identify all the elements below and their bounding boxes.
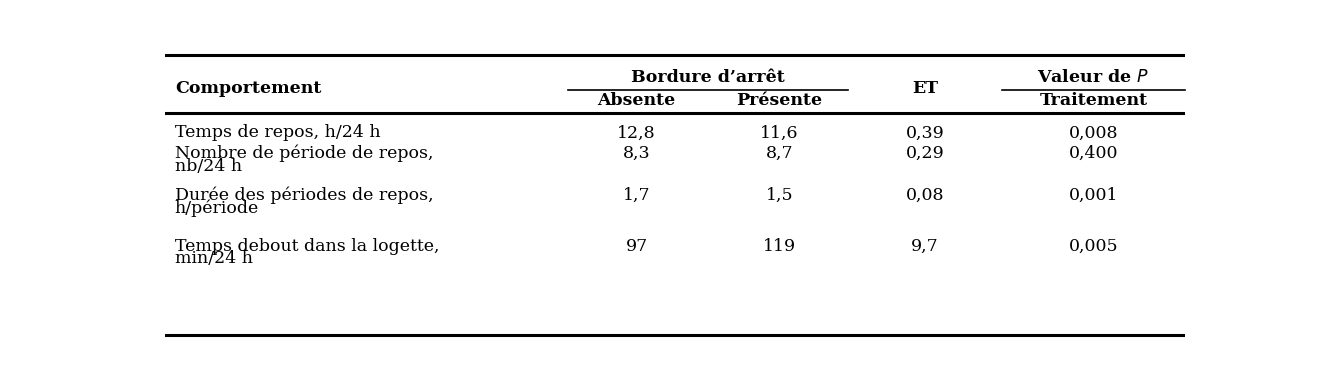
Text: Bordure d’arrêt: Bordure d’arrêt [631,69,785,86]
Text: Absente: Absente [598,92,676,109]
Text: Durée des périodes de repos,: Durée des périodes de repos, [175,187,433,204]
Text: 0,008: 0,008 [1068,124,1118,141]
Text: 0,400: 0,400 [1068,145,1118,162]
Text: 97: 97 [626,238,648,255]
Text: 0,005: 0,005 [1068,238,1118,255]
Text: ET: ET [913,80,938,98]
Text: 1,7: 1,7 [623,187,651,204]
Text: Nombre de période de repos,: Nombre de période de repos, [175,145,433,163]
Text: Présente: Présente [736,92,823,109]
Text: Temps debout dans la logette,: Temps debout dans la logette, [175,238,440,255]
Text: 11,6: 11,6 [760,124,799,141]
Text: Valeur de $\mathit{P}$: Valeur de $\mathit{P}$ [1038,69,1150,86]
Text: min/24 h: min/24 h [175,250,253,267]
Text: Traitement: Traitement [1039,92,1147,109]
Text: nb/24 h: nb/24 h [175,158,242,175]
Text: 0,08: 0,08 [906,187,944,204]
Text: 0,39: 0,39 [906,124,944,141]
Text: 12,8: 12,8 [618,124,656,141]
Text: 0,29: 0,29 [906,145,944,162]
Text: 8,7: 8,7 [765,145,793,162]
Text: 119: 119 [763,238,797,255]
Text: Temps de repos, h/24 h: Temps de repos, h/24 h [175,124,381,141]
Text: Comportement: Comportement [175,80,321,98]
Text: h/période: h/période [175,199,259,217]
Text: 1,5: 1,5 [765,187,793,204]
Text: 8,3: 8,3 [623,145,651,162]
Text: 0,001: 0,001 [1068,187,1118,204]
Text: 9,7: 9,7 [911,238,939,255]
